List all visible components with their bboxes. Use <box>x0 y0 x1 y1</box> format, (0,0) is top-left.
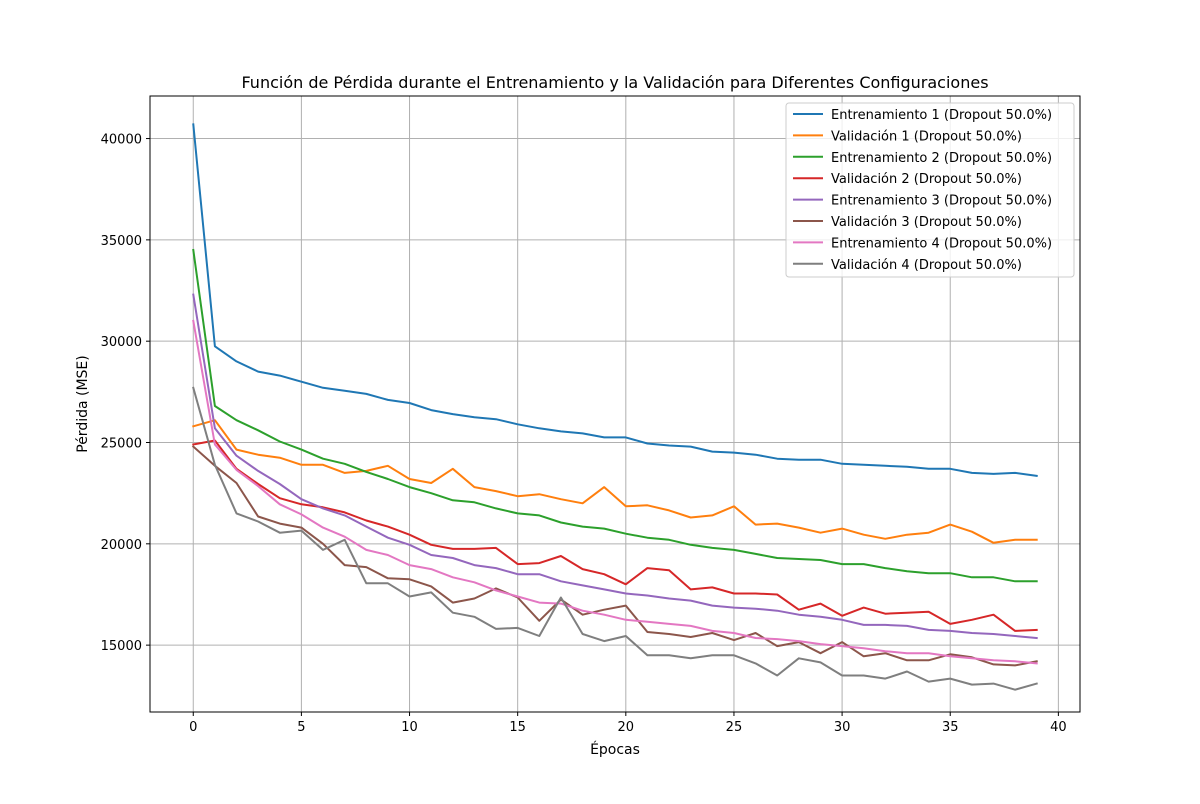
y-axis-ticks: 15000 20000 25000 30000 35000 40000 <box>101 133 150 654</box>
legend-label: Entrenamiento 3 (Dropout 50.0%) <box>831 194 1052 209</box>
y-tick-label: 25000 <box>101 437 142 452</box>
legend-box <box>785 102 1075 278</box>
series-line-6 <box>191 445 1038 667</box>
x-tick-label: 5 <box>297 720 305 735</box>
series-line-5 <box>192 293 1038 640</box>
legend-label: Entrenamiento 1 (Dropout 50.0%) <box>831 108 1052 123</box>
y-tick-label: 30000 <box>101 335 142 350</box>
series-line-8 <box>192 386 1038 691</box>
series-line-1 <box>192 123 1038 478</box>
x-tick-label: 35 <box>942 720 959 735</box>
y-tick-label: 15000 <box>101 639 142 654</box>
legend-label: Validación 2 (Dropout 50.0%) <box>831 172 1022 187</box>
x-tick-label: 30 <box>834 720 851 735</box>
x-tick-label: 25 <box>726 720 743 735</box>
x-tick-label: 0 <box>189 720 197 735</box>
series-line-2 <box>192 419 1038 544</box>
series-lines <box>191 123 1038 691</box>
legend-label: Validación 1 (Dropout 50.0%) <box>831 129 1022 144</box>
chart-title: Función de Pérdida durante el Entrenamie… <box>241 73 988 92</box>
y-tick-label: 40000 <box>101 133 142 148</box>
series-line-4 <box>192 439 1038 632</box>
y-tick-label: 20000 <box>101 538 142 553</box>
series-line-3 <box>192 248 1038 583</box>
plot-frame <box>149 95 1081 713</box>
legend-label: Validación 3 (Dropout 50.0%) <box>831 215 1022 230</box>
legend-label: Entrenamiento 2 (Dropout 50.0%) <box>831 151 1052 166</box>
x-tick-label: 15 <box>509 720 526 735</box>
x-axis-label: Épocas <box>590 741 640 758</box>
legend: Entrenamiento 1 (Dropout 50.0%) Validació… <box>785 102 1075 278</box>
x-tick-label: 10 <box>401 720 418 735</box>
y-axis-label: Pérdida (MSE) <box>75 355 91 453</box>
legend-label: Entrenamiento 4 (Dropout 50.0%) <box>831 236 1052 251</box>
x-tick-label: 20 <box>618 720 635 735</box>
series-line-7 <box>192 319 1038 665</box>
y-tick-label: 35000 <box>101 234 142 249</box>
x-tick-label: 40 <box>1050 720 1067 735</box>
x-axis-ticks: 0 5 10 15 20 25 30 35 40 <box>189 712 1067 735</box>
legend-label: Validación 4 (Dropout 50.0%) <box>831 258 1022 273</box>
